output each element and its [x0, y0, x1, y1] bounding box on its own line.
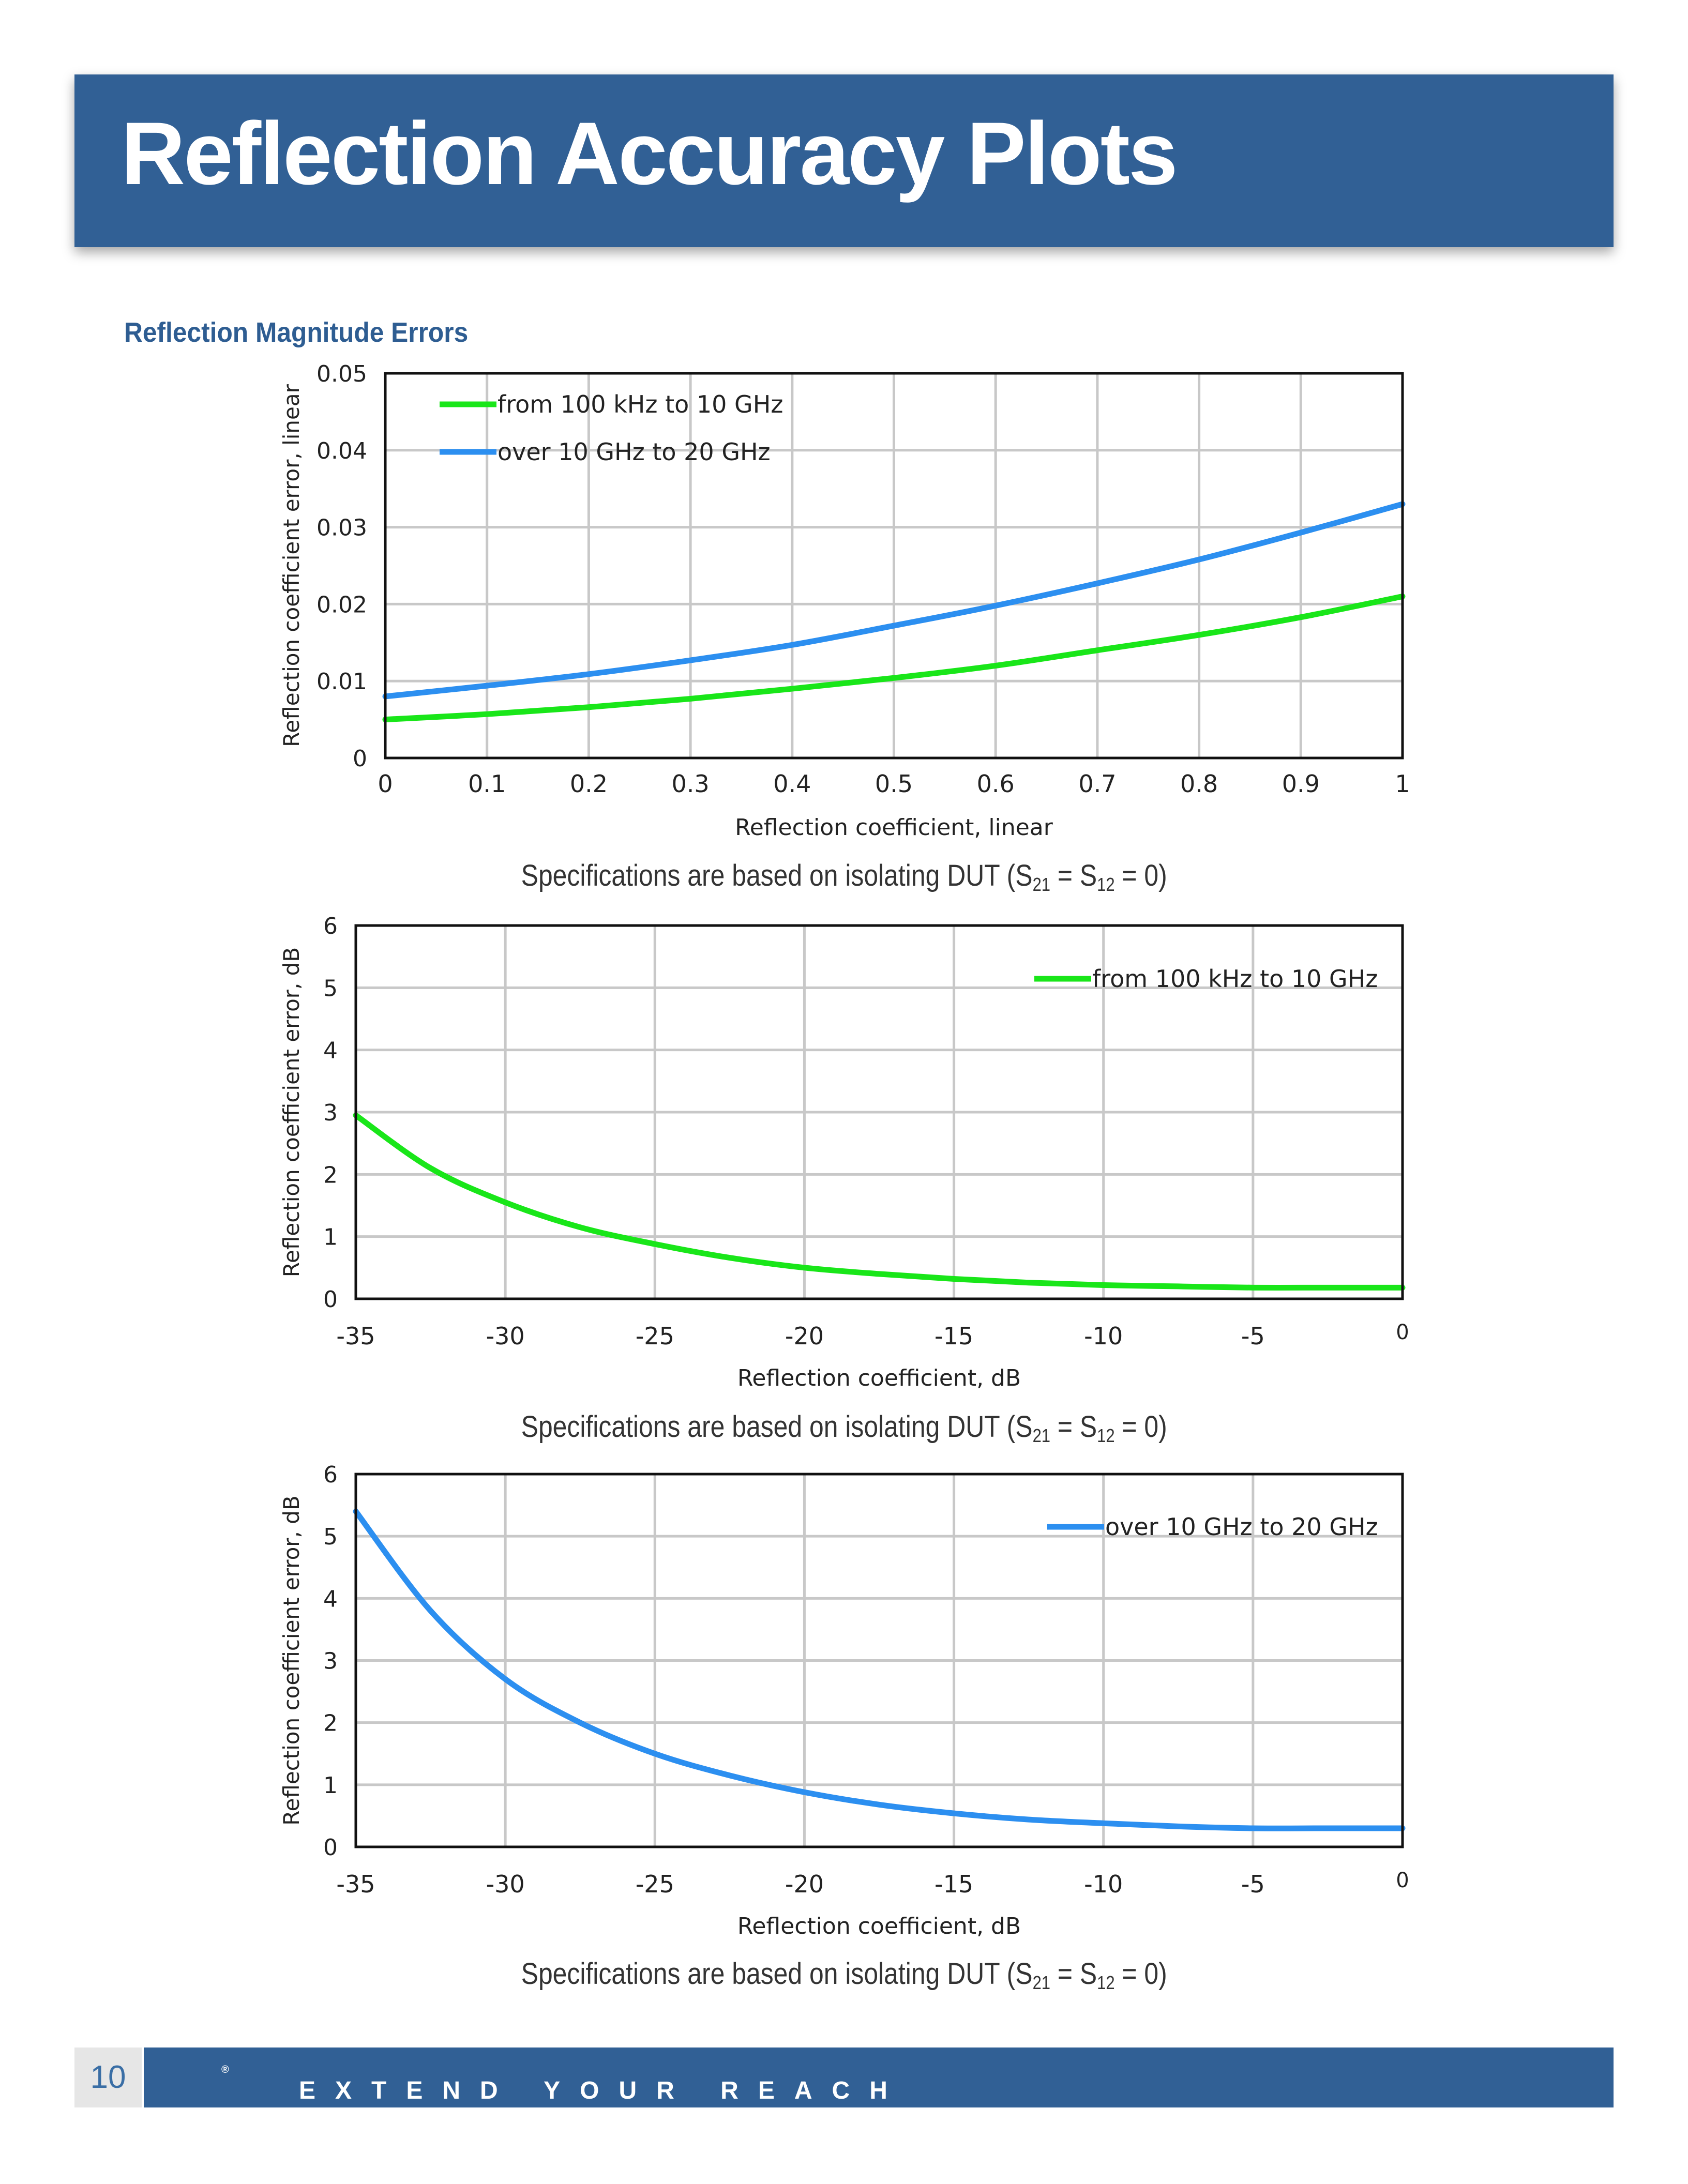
data-point: [729, 1775, 730, 1776]
y-tick-label: 2: [323, 1162, 338, 1188]
x-tick-label: -25: [636, 1870, 674, 1898]
x-tick-label: -10: [1084, 1322, 1123, 1350]
y-tick-label: 4: [323, 1038, 338, 1064]
chart-db-error-green: from 100 kHz to 10 GHz 0 1 2 3 4 5 6 -35 -30 -25 -2…: [279, 913, 1409, 1391]
x-tick-label: 0.7: [1078, 770, 1116, 798]
y-tick-label: 0.04: [317, 438, 367, 464]
series-line-1: [382, 501, 1406, 700]
data-point: [1178, 1826, 1179, 1827]
legend-label: over 10 GHz to 20 GHz: [498, 438, 771, 466]
data-point: [1103, 1823, 1104, 1824]
chart-db-error-blue: over 10 GHz to 20 GHz 0 1 2 3 4 5 6 -35 -30 -25 -20…: [279, 1462, 1409, 1939]
x-tick-label: 0.3: [672, 770, 710, 798]
x-tick-label: -35: [336, 1870, 375, 1898]
y-axis-label: Reflection coefficient error, dB: [279, 947, 304, 1277]
y-tick-label: 0.05: [317, 361, 367, 387]
y-axis-label: Reflection coefficient error, linear: [279, 384, 304, 747]
x-tick-label: -25: [636, 1322, 674, 1350]
chart-linear-error: from 100 kHz to 10 GHz over 10 GHz to 20 …: [279, 361, 1410, 841]
data-point: [879, 1804, 880, 1805]
x-tick-label: 0.2: [570, 770, 608, 798]
y-axis-label: Reflection coefficient error, dB: [279, 1495, 304, 1825]
legend-label: from 100 kHz to 10 GHz: [1092, 965, 1378, 993]
x-tick-label: 0.6: [977, 770, 1015, 798]
chart-caption-1: Specifications are based on isolating DU…: [521, 859, 1167, 895]
page-number: 10: [74, 2048, 142, 2107]
x-axis-label: Reflection coefficient, dB: [737, 1365, 1021, 1391]
y-tick-label: 0: [323, 1834, 338, 1861]
y-tick-label: 5: [323, 1524, 338, 1550]
x-tick-label: -20: [785, 1322, 824, 1350]
data-point: [804, 1792, 805, 1793]
chart-caption-3: Specifications are based on isolating DU…: [521, 1957, 1167, 1993]
y-tick-label: 3: [323, 1648, 338, 1675]
y-tick-label: 1: [323, 1772, 338, 1799]
section-title: Reflection Magnitude Errors: [124, 317, 469, 348]
series-line-0: [353, 1508, 1406, 1831]
y-tick-label: 2: [323, 1710, 338, 1737]
x-tick-label: -5: [1241, 1322, 1265, 1350]
x-tick-label: -5: [1241, 1870, 1265, 1898]
x-tick-label: -15: [935, 1870, 973, 1898]
x-tick-label: -30: [486, 1870, 525, 1898]
chart-caption-2: Specifications are based on isolating DU…: [521, 1410, 1167, 1446]
x-tick-label: -15: [935, 1322, 973, 1350]
plot-frame: [354, 924, 1404, 1300]
x-tick-label: 0.4: [773, 770, 811, 798]
y-tick-label: 4: [323, 1586, 338, 1612]
legend-label: over 10 GHz to 20 GHz: [1105, 1513, 1378, 1541]
y-tick-label: 0.03: [317, 515, 367, 541]
y-tick-label: 0.02: [317, 592, 367, 618]
footer-tagline: EXTEND YOUR REACH ®: [221, 2064, 907, 2104]
y-tick-label: 5: [323, 975, 338, 1002]
footer-bar: EXTEND YOUR REACH ®: [144, 2048, 1614, 2107]
x-tick-label: 1: [1395, 770, 1410, 798]
x-axis-label: Reflection coefficient, dB: [737, 1913, 1021, 1939]
plot-frame: [354, 1473, 1404, 1848]
x-tick-label: 0: [378, 770, 393, 798]
x-tick-label: 0.5: [875, 770, 913, 798]
y-tick-label: 0: [353, 746, 367, 772]
y-tick-label: 0: [323, 1286, 338, 1313]
x-tick-label: 0: [1396, 1869, 1409, 1892]
x-tick-label: 0.9: [1282, 770, 1320, 798]
y-tick-label: 6: [323, 913, 338, 939]
y-tick-label: 1: [323, 1224, 338, 1251]
x-tick-label: -35: [336, 1322, 375, 1350]
x-axis-label: Reflection coefficient, linear: [735, 814, 1053, 841]
x-tick-label: -20: [785, 1870, 824, 1898]
series-line-0: [382, 594, 1406, 723]
y-tick-label: 3: [323, 1100, 338, 1126]
x-tick-label: 0.1: [468, 770, 506, 798]
registered-mark: ®: [221, 2064, 229, 2075]
x-tick-label: -30: [486, 1322, 525, 1350]
x-tick-label: 0.8: [1180, 770, 1218, 798]
page-title: Reflection Accuracy Plots: [121, 104, 1178, 203]
series-line-0: [353, 1112, 1406, 1291]
page-header: Reflection Accuracy Plots: [74, 74, 1614, 247]
x-tick-label: -10: [1084, 1870, 1123, 1898]
y-tick-label: 6: [323, 1462, 338, 1488]
x-tick-label: 0: [1396, 1321, 1409, 1344]
legend-label: from 100 kHz to 10 GHz: [498, 390, 783, 418]
plot-frame: [384, 372, 1404, 760]
y-tick-label: 0.01: [317, 669, 367, 695]
